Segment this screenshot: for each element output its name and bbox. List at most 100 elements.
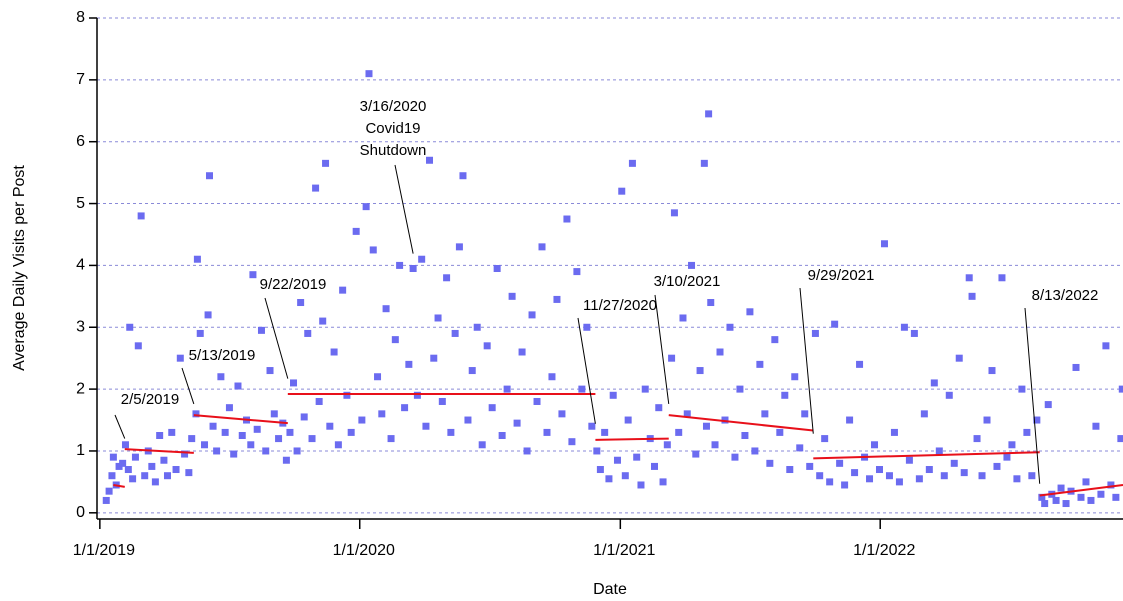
point xyxy=(688,261,696,269)
point xyxy=(609,391,617,399)
point xyxy=(1077,493,1085,501)
point xyxy=(683,410,691,418)
point xyxy=(726,323,734,331)
point xyxy=(1062,500,1070,508)
point xyxy=(588,422,596,430)
point xyxy=(478,441,486,449)
point xyxy=(322,159,330,167)
y-axis-label: Average Daily Visits per Post xyxy=(11,165,28,371)
point xyxy=(451,329,459,337)
point xyxy=(238,432,246,439)
point xyxy=(935,447,943,455)
point xyxy=(221,428,229,436)
point xyxy=(391,336,399,344)
point xyxy=(523,447,531,455)
point xyxy=(1118,385,1123,393)
point xyxy=(405,360,413,368)
point xyxy=(347,428,355,436)
point xyxy=(275,435,283,443)
point xyxy=(443,274,451,282)
point xyxy=(176,354,184,362)
point xyxy=(1117,435,1123,443)
point xyxy=(129,475,137,483)
point xyxy=(968,292,976,300)
point xyxy=(249,271,257,279)
annotation-arrow xyxy=(799,287,814,434)
x-tick-label: 1/1/2019 xyxy=(73,542,135,559)
y-tick-label: 1 xyxy=(76,442,85,459)
point xyxy=(696,367,704,375)
point xyxy=(282,456,290,464)
point xyxy=(983,416,991,424)
point xyxy=(312,184,320,192)
point xyxy=(637,481,645,489)
x-tick-label: 1/1/2022 xyxy=(853,542,915,559)
point xyxy=(920,410,928,418)
point xyxy=(205,172,213,180)
point xyxy=(692,450,700,458)
point xyxy=(382,305,390,313)
point xyxy=(148,462,156,470)
point xyxy=(880,240,888,248)
point xyxy=(172,466,180,474)
point xyxy=(141,472,149,480)
point xyxy=(659,478,667,486)
point xyxy=(593,447,601,455)
point xyxy=(508,292,516,300)
annotation-arrow xyxy=(577,317,596,424)
annotation-arrow xyxy=(394,164,414,254)
point xyxy=(418,255,426,263)
point xyxy=(234,382,242,390)
point xyxy=(628,159,636,167)
point xyxy=(434,314,442,322)
annotation-label: 9/22/2019 xyxy=(260,276,327,293)
point xyxy=(993,462,1001,470)
point xyxy=(308,435,316,443)
point xyxy=(455,243,463,251)
trend-line xyxy=(124,448,194,454)
point xyxy=(618,187,626,195)
point xyxy=(675,428,683,436)
point xyxy=(181,450,189,458)
annotation-arrow xyxy=(1024,307,1041,484)
point xyxy=(910,329,918,337)
point xyxy=(413,391,421,399)
point xyxy=(247,441,255,449)
point xyxy=(915,475,923,483)
point xyxy=(253,425,261,433)
point xyxy=(533,397,541,405)
point xyxy=(488,404,496,412)
point xyxy=(965,274,973,282)
point xyxy=(633,453,641,461)
y-tick-label: 2 xyxy=(76,380,85,397)
trend-line xyxy=(113,483,125,488)
point xyxy=(746,308,754,316)
annotation-label: Covid19 xyxy=(365,120,420,137)
point xyxy=(711,441,719,449)
point xyxy=(955,354,963,362)
point xyxy=(973,435,981,443)
y-tick-label: 8 xyxy=(76,9,85,26)
point xyxy=(731,453,739,461)
annotation-arrow xyxy=(654,294,670,405)
point xyxy=(447,428,455,436)
annotation-label: 5/13/2019 xyxy=(189,347,256,364)
point xyxy=(930,379,938,387)
point xyxy=(304,329,312,337)
point xyxy=(1044,401,1052,409)
trend-line xyxy=(668,414,814,432)
point xyxy=(1008,441,1016,449)
point xyxy=(716,348,724,356)
point xyxy=(548,373,556,381)
point xyxy=(188,435,196,443)
point xyxy=(503,385,511,393)
point xyxy=(193,255,201,263)
point xyxy=(225,404,233,412)
point xyxy=(1072,363,1080,371)
point xyxy=(1092,422,1100,430)
point xyxy=(621,472,629,480)
point xyxy=(1038,493,1046,501)
point xyxy=(841,481,849,489)
point xyxy=(856,360,864,368)
point xyxy=(459,172,467,180)
